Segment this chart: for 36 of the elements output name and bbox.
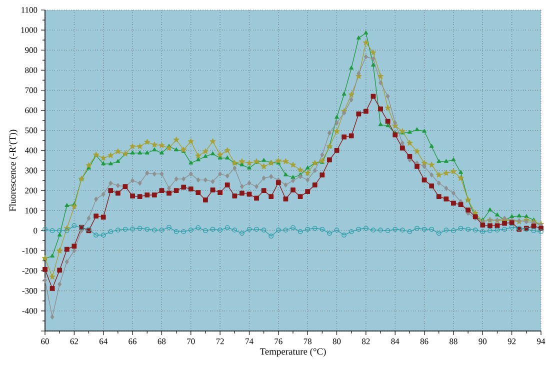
x-tick-label: 94 bbox=[537, 338, 546, 344]
x-tick-label: 76 bbox=[274, 338, 282, 344]
y-tick-label: 400 bbox=[24, 148, 38, 154]
y-tick-label: 300 bbox=[25, 168, 38, 174]
x-tick-label: 78 bbox=[304, 338, 312, 344]
x-tick-label: 70 bbox=[187, 338, 195, 344]
y-tick-label: -200 bbox=[22, 268, 38, 274]
x-tick-label: 62 bbox=[70, 338, 78, 344]
x-tick-label: 74 bbox=[246, 338, 254, 344]
x-tick-label: 64 bbox=[99, 338, 108, 344]
x-tick-label: 92 bbox=[508, 338, 516, 344]
y-tick-label: 100 bbox=[26, 208, 38, 214]
x-tick-label: 60 bbox=[41, 338, 49, 344]
y-tick-label: 1000 bbox=[21, 27, 38, 33]
x-tick-label: 66 bbox=[128, 338, 137, 344]
y-tick-label: -400 bbox=[22, 308, 38, 314]
y-tick-label: 800 bbox=[25, 67, 38, 74]
x-tick-label: 82 bbox=[362, 338, 370, 344]
y-tick-label: 500 bbox=[25, 128, 38, 134]
y-axis-title: Fluorescence (-R′(T)) bbox=[9, 130, 18, 212]
y-tick-label: 200 bbox=[25, 188, 38, 194]
y-tick-label: 900 bbox=[25, 47, 38, 53]
x-tick-label: 84 bbox=[391, 338, 400, 344]
x-tick-label: 90 bbox=[478, 338, 487, 344]
x-tick-label: 72 bbox=[216, 338, 224, 344]
x-tick-label: 86 bbox=[420, 338, 428, 344]
y-tick-label: 600 bbox=[25, 107, 38, 114]
y-tick-label: 0 bbox=[34, 228, 38, 234]
x-axis-title: Temperature (°C) bbox=[260, 348, 326, 357]
y-tick-label: -300 bbox=[22, 288, 38, 294]
x-tick-label: 88 bbox=[450, 338, 458, 344]
y-tick-label: 700 bbox=[25, 87, 38, 94]
y-tick-label: -100 bbox=[22, 248, 38, 254]
x-tick-label: 68 bbox=[158, 338, 166, 344]
x-tick-label: 80 bbox=[332, 338, 341, 344]
y-tick-label: 1100 bbox=[22, 7, 38, 13]
